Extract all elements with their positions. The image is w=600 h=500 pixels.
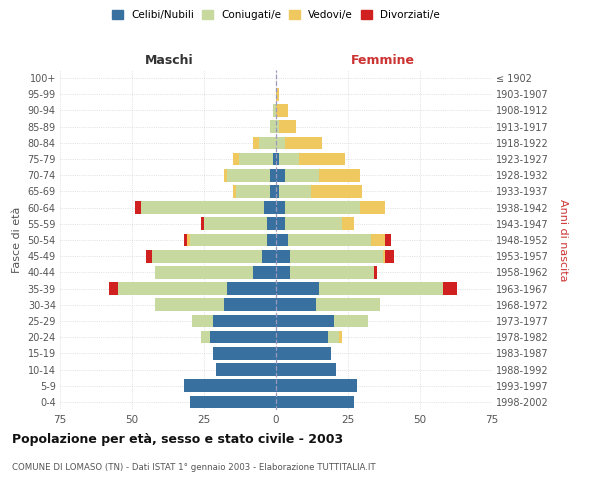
- Y-axis label: Fasce di età: Fasce di età: [12, 207, 22, 273]
- Bar: [276, 396, 354, 408]
- Bar: [276, 266, 290, 278]
- Bar: [276, 88, 279, 101]
- Bar: [201, 331, 210, 344]
- Bar: [190, 396, 276, 408]
- Text: Popolazione per età, sesso e stato civile - 2003: Popolazione per età, sesso e stato civil…: [12, 432, 343, 446]
- Bar: [140, 202, 265, 214]
- Bar: [184, 234, 187, 246]
- Bar: [276, 282, 319, 295]
- Bar: [268, 234, 276, 246]
- Bar: [284, 136, 322, 149]
- Bar: [270, 120, 276, 133]
- Bar: [118, 282, 227, 295]
- Bar: [273, 152, 276, 166]
- Bar: [279, 152, 299, 166]
- Bar: [270, 169, 276, 181]
- Bar: [334, 314, 368, 328]
- Bar: [276, 380, 356, 392]
- Bar: [135, 202, 140, 214]
- Bar: [371, 234, 385, 246]
- Bar: [276, 120, 279, 133]
- Bar: [270, 185, 276, 198]
- Bar: [276, 331, 328, 344]
- Bar: [184, 380, 276, 392]
- Bar: [279, 185, 311, 198]
- Bar: [276, 218, 284, 230]
- Bar: [187, 234, 190, 246]
- Bar: [299, 152, 345, 166]
- Bar: [146, 250, 152, 262]
- Bar: [385, 234, 391, 246]
- Bar: [385, 250, 394, 262]
- Bar: [359, 202, 385, 214]
- Bar: [319, 282, 443, 295]
- Bar: [227, 282, 276, 295]
- Bar: [276, 347, 331, 360]
- Bar: [273, 104, 276, 117]
- Text: Femmine: Femmine: [350, 54, 415, 67]
- Bar: [276, 169, 284, 181]
- Bar: [342, 218, 354, 230]
- Bar: [152, 250, 262, 262]
- Bar: [253, 136, 259, 149]
- Bar: [201, 218, 204, 230]
- Bar: [259, 136, 276, 149]
- Bar: [290, 250, 383, 262]
- Bar: [276, 250, 290, 262]
- Bar: [284, 202, 359, 214]
- Bar: [224, 298, 276, 311]
- Bar: [290, 266, 374, 278]
- Bar: [155, 266, 253, 278]
- Bar: [212, 314, 276, 328]
- Bar: [279, 120, 296, 133]
- Bar: [239, 152, 273, 166]
- Text: Maschi: Maschi: [145, 54, 194, 67]
- Bar: [190, 234, 268, 246]
- Bar: [340, 331, 342, 344]
- Bar: [276, 314, 334, 328]
- Bar: [236, 185, 270, 198]
- Bar: [224, 169, 227, 181]
- Bar: [212, 347, 276, 360]
- Bar: [276, 202, 284, 214]
- Bar: [276, 104, 287, 117]
- Bar: [262, 250, 276, 262]
- Text: COMUNE DI LOMASO (TN) - Dati ISTAT 1° gennaio 2003 - Elaborazione TUTTITALIA.IT: COMUNE DI LOMASO (TN) - Dati ISTAT 1° ge…: [12, 462, 376, 471]
- Bar: [268, 218, 276, 230]
- Bar: [233, 152, 239, 166]
- Bar: [287, 234, 371, 246]
- Bar: [109, 282, 118, 295]
- Legend: Celibi/Nubili, Coniugati/e, Vedovi/e, Divorziati/e: Celibi/Nubili, Coniugati/e, Vedovi/e, Di…: [110, 8, 442, 22]
- Bar: [276, 234, 287, 246]
- Bar: [284, 169, 319, 181]
- Bar: [233, 185, 236, 198]
- Bar: [265, 202, 276, 214]
- Bar: [383, 250, 385, 262]
- Bar: [328, 331, 340, 344]
- Bar: [276, 136, 284, 149]
- Bar: [276, 363, 337, 376]
- Bar: [284, 218, 342, 230]
- Bar: [155, 298, 224, 311]
- Bar: [227, 169, 270, 181]
- Bar: [374, 266, 377, 278]
- Bar: [204, 218, 268, 230]
- Bar: [215, 363, 276, 376]
- Bar: [276, 152, 279, 166]
- Bar: [311, 185, 362, 198]
- Bar: [316, 298, 380, 311]
- Bar: [210, 331, 276, 344]
- Bar: [443, 282, 457, 295]
- Bar: [276, 298, 316, 311]
- Bar: [193, 314, 212, 328]
- Bar: [276, 185, 279, 198]
- Y-axis label: Anni di nascita: Anni di nascita: [559, 198, 568, 281]
- Bar: [253, 266, 276, 278]
- Bar: [319, 169, 359, 181]
